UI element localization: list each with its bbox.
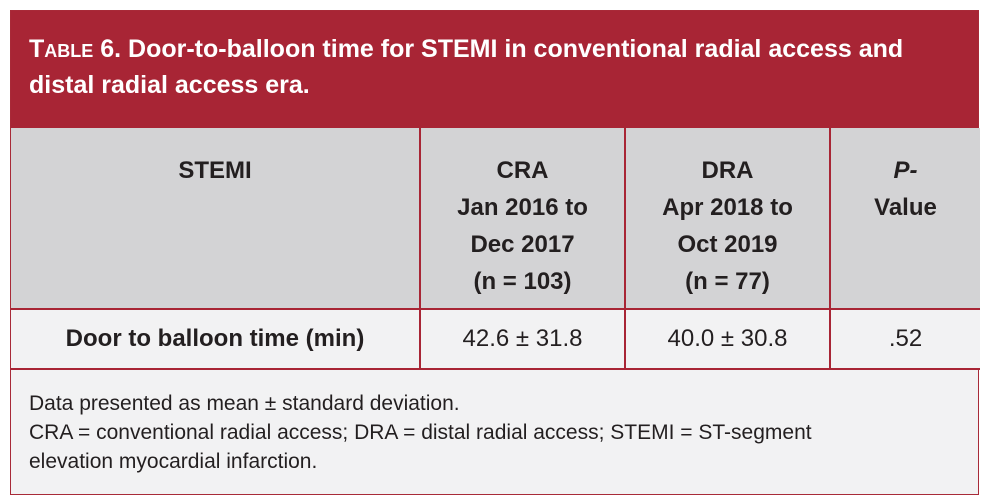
table-row: Door to balloon time (min) 42.6 ± 31.8 4… — [11, 309, 980, 370]
header-dra-line1: DRA — [701, 157, 754, 184]
header-dra-line3: Oct 2019 — [677, 231, 778, 258]
header-row: STEMI CRA Jan 2016 to Dec 2017 (n = 103)… — [11, 128, 980, 310]
table-figure: Table 6. Door-to-balloon time for STEMI … — [10, 10, 980, 495]
header-p-line2: Value — [874, 194, 937, 221]
header-dra-line2: Apr 2018 to — [662, 194, 793, 221]
header-stemi: STEMI — [11, 128, 421, 310]
footnote-line-2: CRA = conventional radial access; DRA = … — [29, 421, 812, 444]
data-table: STEMI CRA Jan 2016 to Dec 2017 (n = 103)… — [11, 128, 980, 370]
footnote-line-3: elevation myocardial infarction. — [29, 450, 318, 473]
footnote-line-1: Data presented as mean ± standard deviat… — [29, 392, 460, 415]
header-cra-line2: Jan 2016 to — [457, 194, 588, 221]
header-cra-line3: Dec 2017 — [470, 231, 575, 258]
row-label: Door to balloon time (min) — [11, 309, 421, 370]
cell-p-value: .52 — [830, 309, 980, 370]
header-cra-line1: CRA — [496, 157, 549, 184]
cell-cra: 42.6 ± 31.8 — [420, 309, 626, 370]
header-cra: CRA Jan 2016 to Dec 2017 (n = 103) — [420, 128, 626, 310]
table-title: Table 6. Door-to-balloon time for STEMI … — [11, 11, 978, 128]
header-dra: DRA Apr 2018 to Oct 2019 (n = 77) — [625, 128, 831, 310]
header-p-line1: P- — [893, 157, 918, 184]
table-caption: Door-to-balloon time for STEMI in conven… — [29, 35, 904, 99]
table-footnotes: Data presented as mean ± standard deviat… — [29, 389, 969, 476]
header-p-value: P- Value — [830, 128, 980, 310]
header-dra-line4: (n = 77) — [685, 268, 770, 295]
header-stemi-label: STEMI — [178, 157, 252, 184]
header-cra-line4: (n = 103) — [473, 268, 572, 295]
cell-dra: 40.0 ± 30.8 — [625, 309, 831, 370]
table-number: Table 6. — [29, 35, 122, 63]
